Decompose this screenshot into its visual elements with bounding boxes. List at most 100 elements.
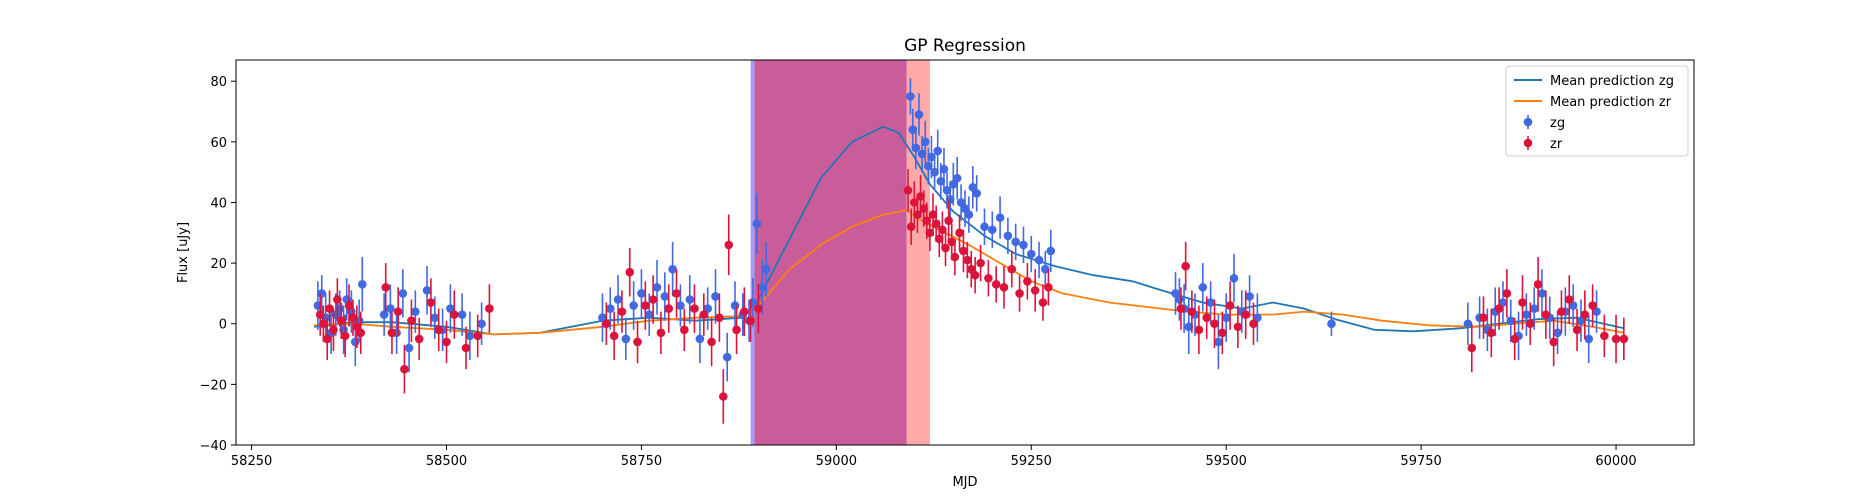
zg-marker: [972, 189, 981, 198]
zg-point: [711, 269, 720, 324]
zg-point: [629, 281, 638, 330]
zr-marker: [325, 304, 334, 313]
zr-point: [348, 299, 358, 336]
zr-marker: [1233, 322, 1243, 332]
zg-point: [685, 275, 695, 324]
zr-marker: [656, 328, 666, 338]
zg-marker: [1175, 295, 1184, 304]
zg-point: [379, 293, 389, 336]
zr-marker: [916, 192, 925, 201]
zr-marker: [344, 301, 354, 310]
zg-marker: [465, 331, 475, 341]
zr-point: [944, 199, 953, 242]
zr-marker: [1187, 307, 1197, 316]
zg-point: [422, 266, 432, 315]
zr-marker: [1533, 280, 1543, 289]
zg-point: [1229, 254, 1239, 303]
zg-point: [411, 290, 420, 333]
zg-point: [613, 275, 623, 324]
legend-swatch-marker: [1523, 138, 1533, 148]
zr-point: [609, 311, 619, 361]
y-tick-label: 80: [210, 75, 227, 90]
zg-marker: [1214, 337, 1223, 347]
highlight-span-0: [750, 60, 755, 445]
zg-point: [906, 78, 915, 115]
zr-point: [931, 205, 941, 242]
zr-point: [938, 211, 947, 248]
zg-point: [980, 208, 989, 245]
zr-point: [913, 196, 922, 233]
x-tick-label: 59000: [816, 454, 857, 469]
zg-marker: [939, 164, 949, 174]
x-tick-label: 60000: [1595, 454, 1636, 469]
chart-title: GP Regression: [904, 36, 1026, 56]
zr-marker: [315, 310, 325, 319]
zr-marker: [1030, 286, 1040, 295]
zr-marker: [1249, 319, 1258, 329]
zr-marker: [913, 210, 922, 219]
zr-marker: [648, 295, 658, 304]
zg-point: [995, 196, 1005, 239]
zg-point: [908, 108, 918, 151]
zr-marker: [1541, 310, 1551, 319]
x-axis-label: MJD: [952, 475, 977, 490]
zr-point: [381, 263, 390, 312]
zg-marker: [1463, 319, 1473, 329]
zr-point: [1233, 305, 1243, 348]
zr-marker: [1015, 289, 1024, 298]
zg-marker: [920, 137, 930, 147]
zr-marker: [1023, 276, 1032, 286]
zr-point: [1044, 269, 1053, 306]
zg-marker: [1529, 304, 1539, 313]
zr-marker: [922, 216, 932, 225]
zr-point: [976, 244, 985, 282]
zg-marker: [1584, 334, 1594, 344]
zg-point: [930, 153, 939, 191]
zg-point: [920, 120, 930, 164]
zr-marker: [672, 289, 681, 298]
zg-marker: [1026, 249, 1036, 259]
x-tick-label: 58500: [426, 454, 467, 469]
x-tick-label: 59750: [1400, 454, 1441, 469]
zr-marker: [407, 316, 416, 326]
zr-marker: [442, 337, 451, 347]
zg-marker: [398, 289, 408, 298]
zr-point: [732, 305, 741, 355]
zr-marker: [925, 228, 935, 238]
zr-marker: [434, 325, 444, 335]
zr-point: [407, 299, 416, 342]
legend-entry-zr: zr: [1523, 136, 1563, 152]
zg-marker: [1011, 237, 1020, 247]
zg-point: [358, 257, 367, 312]
zr-point: [336, 302, 346, 339]
zg-marker: [637, 289, 646, 298]
zg-marker: [933, 146, 943, 156]
zr-point: [648, 275, 658, 324]
zg-marker: [987, 225, 997, 235]
zr-point: [340, 314, 350, 358]
zg-marker: [317, 289, 327, 298]
zr-point: [984, 260, 993, 297]
zr-point: [356, 311, 366, 355]
zr-marker: [903, 186, 913, 195]
zg-point: [1506, 299, 1516, 342]
zg-marker: [980, 222, 989, 232]
zr-point: [1225, 281, 1235, 330]
zg-marker: [1198, 283, 1208, 292]
zr-point: [1502, 269, 1512, 318]
zg-point: [477, 302, 486, 345]
zg-point: [1537, 269, 1547, 318]
zg-marker: [358, 280, 367, 289]
zg-point: [1553, 311, 1562, 355]
zr-marker: [322, 334, 332, 344]
legend-box: [1505, 65, 1689, 157]
zr-point: [319, 305, 328, 342]
zg-point: [1026, 235, 1036, 273]
zr-marker: [718, 392, 728, 401]
x-tick-label: 58750: [621, 454, 662, 469]
y-tick-label: −20: [200, 378, 227, 393]
zr-point: [333, 278, 342, 321]
zr-point: [393, 287, 403, 336]
